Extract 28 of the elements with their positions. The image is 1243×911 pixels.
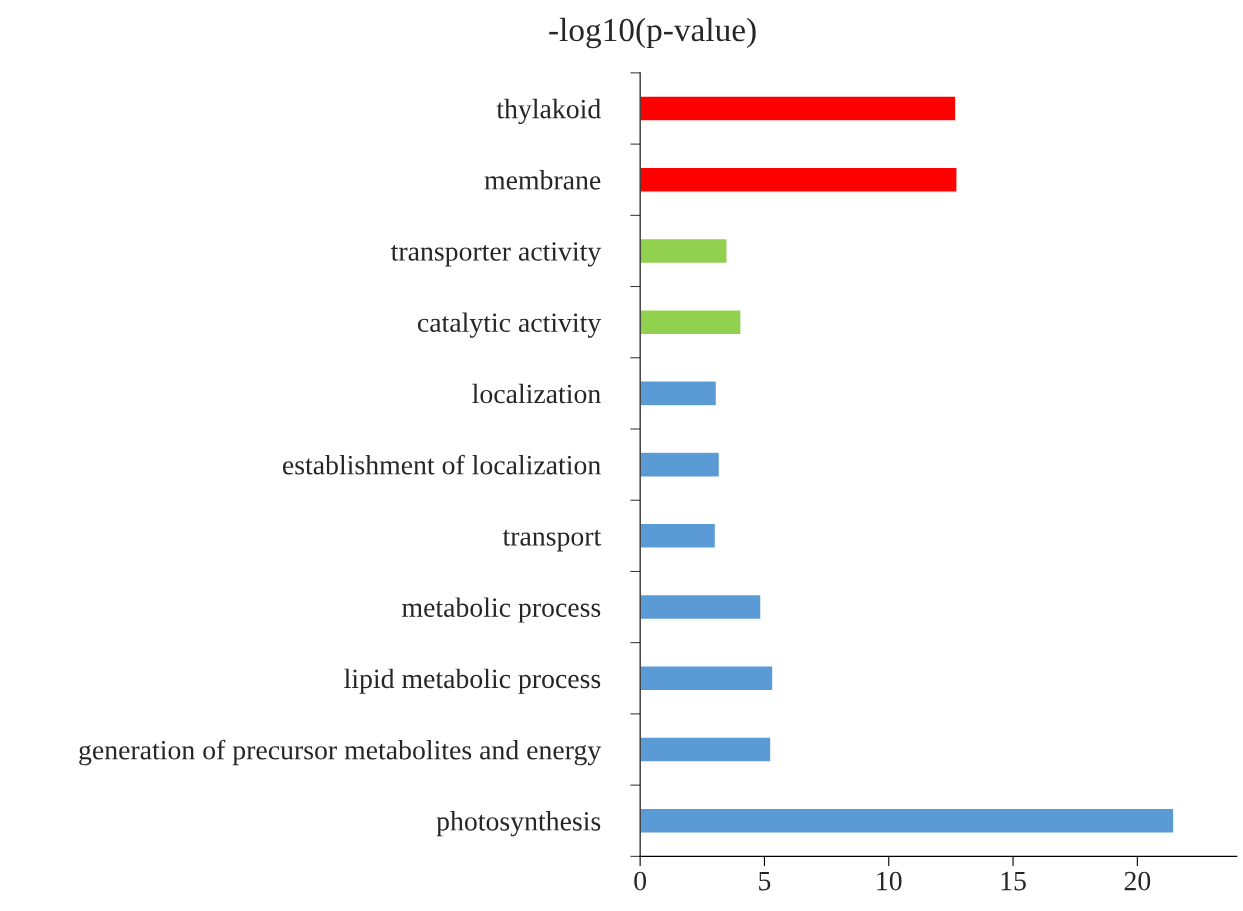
bar	[640, 237, 728, 265]
x-tick-label: 20	[1124, 871, 1151, 891]
y-tick-label: thylakoid	[496, 98, 601, 125]
bar	[640, 309, 742, 336]
y-tick-label: metabolic process	[402, 597, 601, 623]
y-tick-label: catalytic activity	[417, 312, 602, 338]
y-tick-label: establishment of localization	[282, 454, 601, 475]
bar	[640, 665, 774, 692]
bar	[640, 166, 958, 193]
bar	[640, 451, 721, 478]
chart-title: -log10(p-value)	[549, 17, 756, 49]
x-tick-label: 5	[759, 872, 771, 891]
y-tick-label: generation of precursor metabolites and energy	[79, 739, 602, 766]
y-tick-label: membrane	[484, 170, 601, 190]
x-tick-label: 10	[877, 871, 902, 891]
bar	[640, 380, 718, 407]
y-tick-label: localization	[472, 383, 601, 404]
bar	[640, 95, 957, 122]
bar	[640, 736, 772, 763]
y-tick-label: photosynthesis	[436, 811, 601, 837]
x-tick-label: 15	[1001, 871, 1026, 891]
y-tick-label: transport	[502, 529, 602, 552]
y-tick-label: lipid metabolic process	[344, 668, 601, 694]
bar	[640, 593, 762, 621]
x-tick-label: 0	[634, 871, 647, 891]
y-tick-label: transporter activity	[390, 242, 602, 267]
bar	[640, 807, 1175, 834]
bar	[640, 522, 717, 549]
